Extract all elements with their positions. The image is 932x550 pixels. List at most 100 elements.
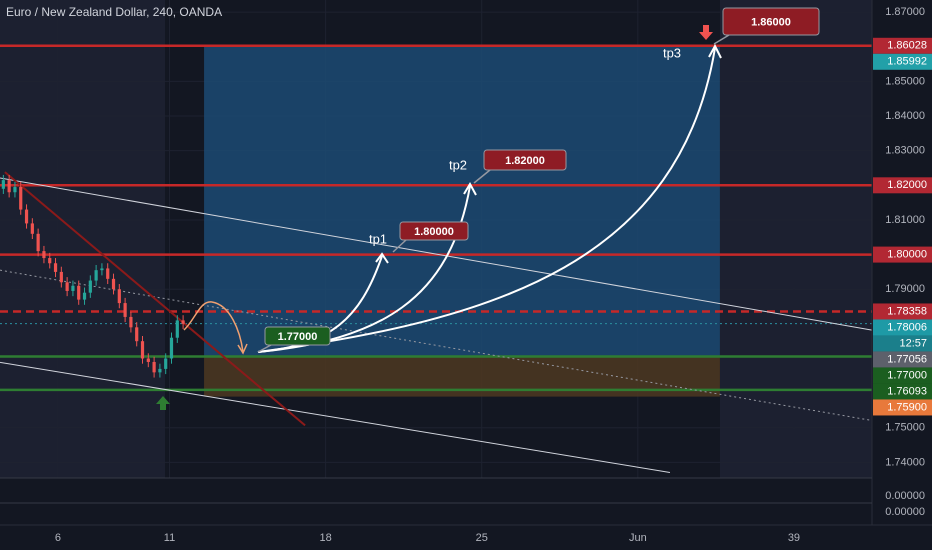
tp-label: tp2 — [449, 157, 467, 172]
pane-label: 0.00000 — [885, 506, 925, 518]
target-zone — [204, 45, 720, 357]
price-tag-label: 1.77056 — [887, 353, 927, 365]
y-tick-label: 1.81000 — [885, 214, 925, 226]
chart-title: Euro / New Zealand Dollar, 240, OANDA — [6, 5, 222, 19]
x-tick-label: 25 — [476, 532, 488, 544]
countdown-tag — [873, 335, 932, 352]
orange-swing — [211, 301, 244, 353]
candle-body — [48, 258, 52, 264]
price-tag-label: 1.76093 — [887, 385, 927, 397]
arrow-tp3 — [257, 47, 716, 353]
annotations: 1.77000 1.80000 1.82000 1.86000 tp1 tp2 tp3 — [257, 7, 820, 353]
candle-body — [82, 292, 87, 300]
price-tag — [873, 53, 932, 70]
candle-body — [146, 358, 150, 362]
x-tick-label: 18 — [319, 532, 331, 544]
y-tick-label: 1.74000 — [885, 456, 925, 468]
candle-body — [106, 268, 110, 279]
candles — [1, 174, 185, 378]
pane-label: 0.00000 — [885, 490, 925, 502]
candle-body — [175, 320, 179, 338]
candle-body — [88, 280, 92, 293]
callout-label: 1.82000 — [505, 155, 545, 167]
candle-body — [111, 278, 116, 290]
price-tag-label: 1.86028 — [887, 40, 927, 52]
axes: 1.87000 1.85000 1.84000 1.83000 1.81000 1.790… — [55, 6, 932, 544]
price-tag-label: 1.77000 — [887, 369, 927, 381]
callout-box — [399, 221, 469, 241]
candle-body — [158, 368, 162, 373]
candle-body — [181, 320, 185, 324]
price-tag — [873, 303, 932, 320]
candle-body — [135, 327, 139, 342]
levels — [0, 44, 872, 392]
y-tick-label: 1.87000 — [885, 6, 925, 18]
price-tag — [873, 177, 932, 194]
candle-body — [71, 285, 75, 291]
up-signal — [156, 396, 170, 410]
candle-body — [59, 271, 63, 283]
price-tag — [873, 383, 932, 400]
candle-body — [19, 187, 23, 210]
arrow-head — [463, 181, 477, 196]
tp-label: tp1 — [369, 231, 387, 246]
price-tag — [873, 399, 932, 416]
orange-swing — [183, 301, 213, 331]
candle-body — [30, 223, 34, 234]
session-shade — [0, 0, 165, 478]
tp-label: tp3 — [663, 45, 681, 60]
arrow-head — [708, 43, 722, 59]
trendline — [4, 171, 306, 427]
price-tag-label: 1.80000 — [887, 248, 927, 260]
trendlines — [0, 171, 873, 473]
candle-body — [24, 209, 29, 224]
candle-body — [65, 282, 69, 291]
arrow-head — [375, 252, 389, 264]
y-tick-label: 1.83000 — [885, 145, 925, 157]
candle-body — [169, 337, 174, 359]
price-tag-label: 1.75900 — [887, 401, 927, 413]
trendline — [0, 177, 873, 331]
trendline — [0, 361, 671, 473]
arrow-head — [237, 343, 248, 355]
candle-body — [129, 316, 133, 328]
candle-body — [7, 180, 11, 193]
price-tag-label: 1.85992 — [887, 56, 927, 68]
candle-body — [53, 263, 58, 272]
callout-box — [264, 326, 331, 346]
x-tick-label: 6 — [55, 532, 61, 544]
session-shade — [720, 0, 872, 478]
price-tag-label: 1.78006 — [887, 321, 927, 333]
down-signal — [699, 25, 713, 40]
callout-label: 1.80000 — [414, 226, 454, 238]
price-tag-label: 1.82000 — [887, 179, 927, 191]
callout-stem — [473, 169, 491, 184]
price-axis — [872, 0, 932, 550]
price-tag — [873, 367, 932, 384]
candle-body — [13, 187, 17, 193]
candle-body — [77, 285, 81, 300]
candle-body — [123, 303, 127, 317]
callout-label: 1.77000 — [278, 331, 318, 343]
candle-body — [117, 289, 121, 304]
callout-box — [722, 7, 820, 36]
callout-box — [483, 149, 567, 171]
price-tag — [873, 319, 932, 336]
y-tick-label: 1.85000 — [885, 75, 925, 87]
candle-body — [164, 358, 168, 369]
candle-body — [36, 233, 40, 252]
candle-body — [152, 361, 156, 373]
x-tick-label: 39 — [788, 532, 800, 544]
price-tag — [873, 246, 932, 263]
callout-stem — [713, 34, 730, 45]
candle-body — [100, 268, 104, 271]
price-tag — [873, 351, 932, 368]
price-tag-label: 1.78358 — [887, 305, 927, 317]
candle-body — [42, 251, 46, 259]
x-tick-label: 11 — [164, 532, 175, 544]
candle-body — [140, 341, 145, 359]
callout-stem — [392, 239, 407, 253]
x-tick-label: Jun — [629, 532, 647, 544]
callout-label: 1.86000 — [751, 16, 791, 28]
